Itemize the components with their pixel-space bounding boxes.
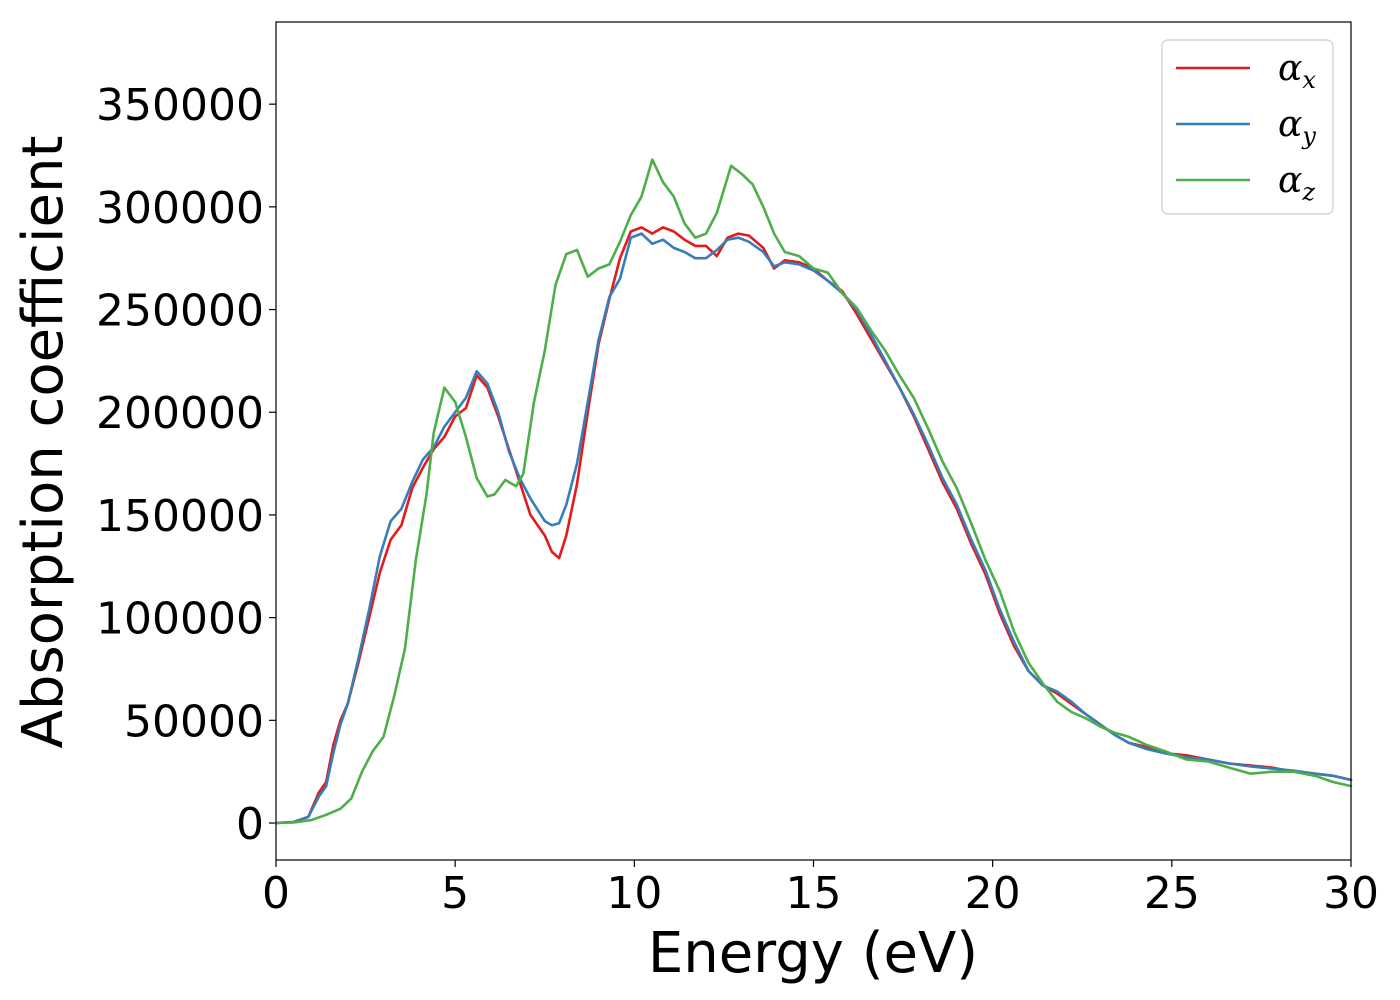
x-tick-label: 10 — [606, 868, 662, 919]
series-line-x — [274, 226, 1353, 825]
y-axis-ticks: 0 50000 100000 150000 200000 250000 300000 3500… — [96, 80, 276, 850]
plot-frame — [275, 21, 1352, 861]
x-tick-label: 5 — [441, 868, 469, 919]
legend-label-z: αz — [1278, 160, 1315, 206]
y-tick-label: 200000 — [96, 388, 264, 439]
y-tick-label: 50000 — [124, 696, 264, 747]
y-tick-label: 300000 — [96, 183, 264, 234]
x-tick-label: 20 — [965, 868, 1021, 919]
series-line-z — [274, 158, 1353, 825]
y-axis-title: Absorption coefficient — [11, 136, 76, 749]
x-axis-ticks: 0 5 10 15 20 25 30 — [262, 860, 1379, 919]
y-tick-label: 250000 — [96, 286, 264, 337]
legend-label-x: αx — [1278, 48, 1316, 94]
x-axis-title: Energy (eV) — [648, 921, 978, 986]
y-tick-label: 0 — [236, 799, 264, 850]
x-tick-label: 15 — [786, 868, 842, 919]
y-tick-label: 350000 — [96, 80, 264, 131]
series-line-y — [274, 232, 1353, 825]
legend-label-y: αy — [1278, 104, 1316, 150]
series-layer — [274, 158, 1353, 825]
x-tick-label: 25 — [1144, 868, 1200, 919]
y-tick-label: 100000 — [96, 594, 264, 645]
x-tick-label: 0 — [262, 868, 290, 919]
x-tick-label: 30 — [1323, 868, 1379, 919]
y-tick-label: 150000 — [96, 491, 264, 542]
legend-box — [1161, 39, 1334, 215]
legend: αx αy αz — [1161, 39, 1334, 215]
